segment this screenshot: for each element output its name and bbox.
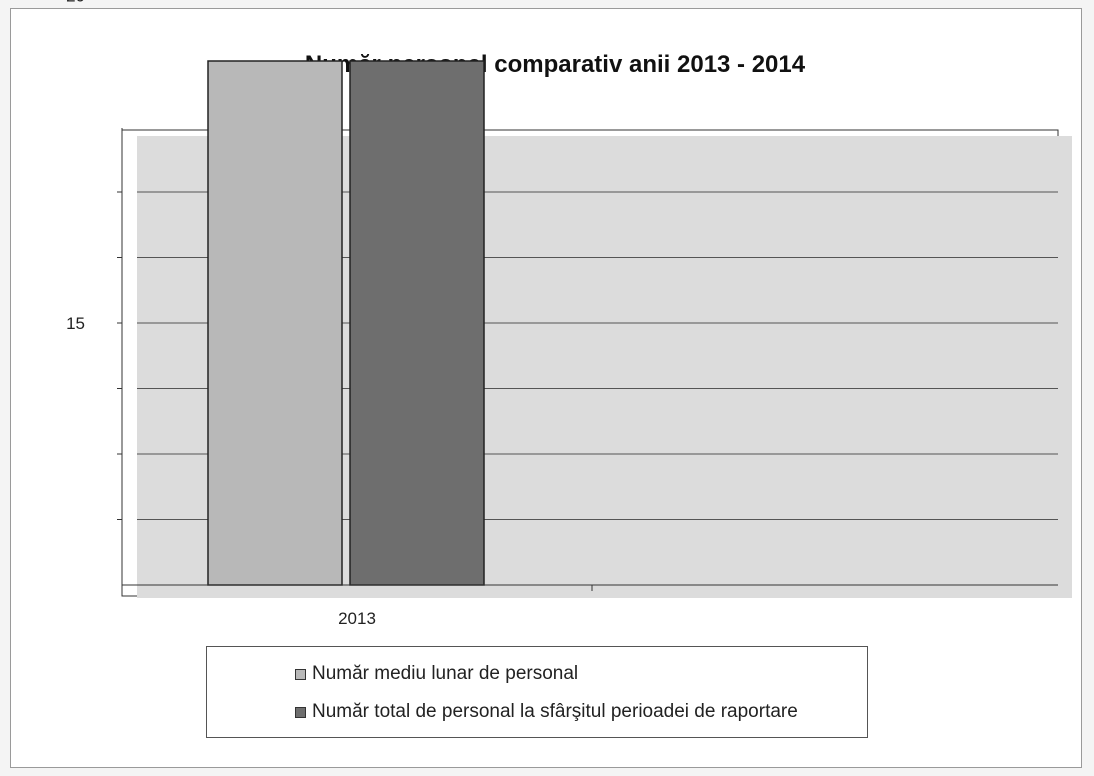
y-tick-label: 15 (66, 314, 85, 333)
y-tick-label: 20 (66, 0, 85, 6)
legend-swatch-series-2 (295, 706, 306, 718)
legend-item-series-2: Număr total de personal la sfârşitul per… (295, 701, 798, 723)
x-tick-label: 2013 (338, 609, 376, 628)
bars (207, 60, 485, 586)
bar-series-2-2013 (349, 60, 485, 586)
y-axis: 2015 (66, 0, 123, 587)
legend: Număr mediu lunar de personal Număr tota… (206, 646, 868, 738)
legend-swatch-series-1 (295, 668, 306, 680)
bar-series-1-2013 (207, 60, 343, 586)
legend-item-series-1: Număr mediu lunar de personal (295, 663, 578, 685)
legend-label-series-2: Număr total de personal la sfârşitul per… (312, 701, 798, 722)
legend-label-series-1: Număr mediu lunar de personal (312, 663, 579, 684)
x-axis: 2013 (122, 584, 1058, 628)
